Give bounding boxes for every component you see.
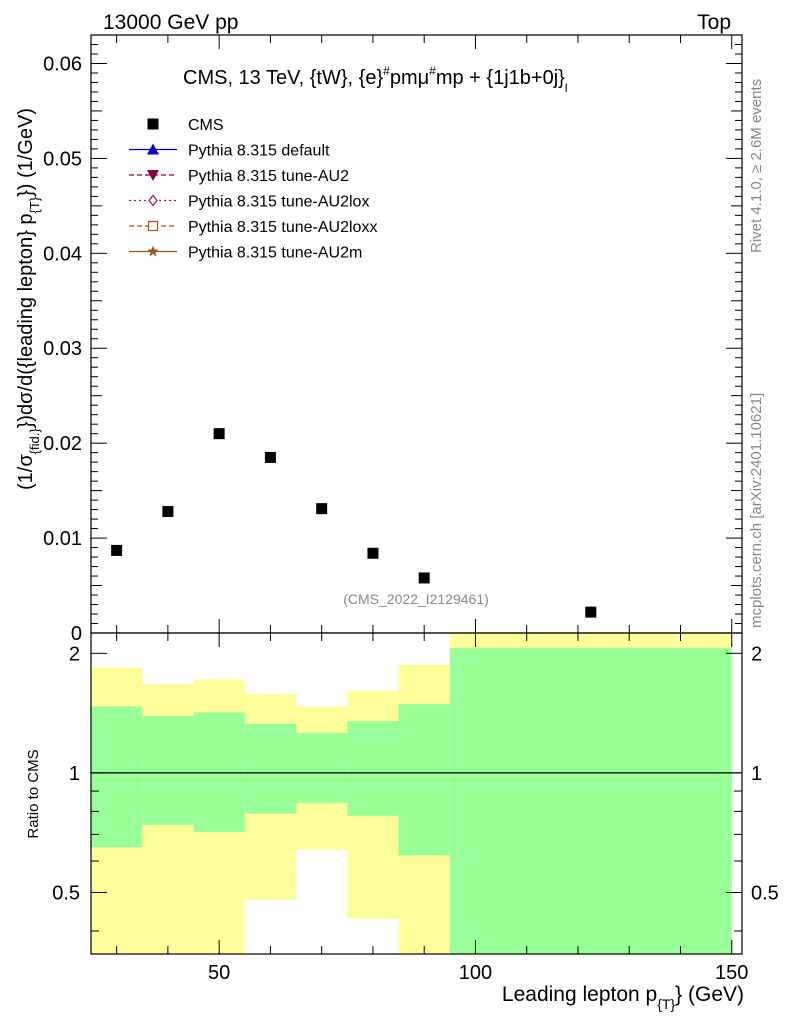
ratio-panel-frame	[90, 632, 743, 955]
main-y-tick-label: 0.05	[43, 148, 82, 170]
title-sup-2: #	[429, 64, 436, 78]
title-tail: mp + {1j1b+0j}	[436, 67, 565, 89]
ylabel-part-a: (1/σ	[15, 454, 37, 490]
legend-marker-triangle-down	[147, 170, 159, 181]
ylabel-part-b: })dσ/d({leading lepton} p	[15, 214, 37, 429]
analysis-watermark: (CMS_2022_I2129461)	[343, 591, 489, 607]
ratio-y-axis-label: Ratio to CMS	[25, 749, 42, 838]
main-y-tick-label: 0	[71, 623, 82, 645]
green-band-bin-2	[193, 712, 245, 832]
ratio-y-tick-label-right: 0.5	[751, 882, 779, 904]
title-sup-1: #	[383, 64, 390, 78]
ylabel-part-c: }) (1/GeV)	[15, 108, 37, 197]
ylabel-sub-a: {fid.}	[27, 428, 42, 455]
legend-entry-4: Pythia 8.315 tune-AU2loxx	[129, 219, 377, 236]
legend-marker-square-open	[147, 220, 159, 232]
x-tick-label: 50	[208, 962, 230, 984]
legend-entry-0: CMS	[147, 117, 224, 134]
legend-marker-star	[147, 245, 159, 257]
x-tick-label: 100	[459, 962, 492, 984]
cms-point-5	[367, 547, 379, 559]
x-axis-label: Leading lepton p{T}} (GeV)	[502, 983, 744, 1012]
xlabel-unit: } (GeV)	[675, 983, 744, 1006]
header-right-label: Top	[697, 11, 731, 34]
xlabel-sub: {T}	[657, 996, 675, 1012]
cms-point-1	[162, 506, 174, 518]
legend-label: Pythia 8.315 tune-AU2m	[188, 245, 362, 262]
cms-point-0	[111, 544, 123, 556]
cms-point-3	[264, 451, 276, 463]
green-band-bin-6	[398, 704, 450, 856]
main-y-tick-label: 0.01	[43, 528, 82, 550]
green-band-bin-1	[142, 716, 194, 825]
green-band-bin-4	[296, 733, 348, 803]
legend-label: Pythia 8.315 tune-AU2loxx	[188, 219, 377, 236]
x-tick-label: 150	[715, 962, 748, 984]
plot-title: CMS, 13 TeV, {tW}, {e}#pmμ#mp + {1j1b+0j…	[183, 64, 568, 95]
legend-entry-2: Pythia 8.315 tune-AU2	[129, 168, 349, 185]
main-y-axis-label: (1/σ{fid.}})dσ/d({leading lepton} p{T}})…	[15, 108, 42, 490]
main-y-tick-label: 0.03	[43, 338, 82, 360]
main-y-tick-label: 0.06	[43, 53, 82, 75]
ratio-y-tick-label-left: 0.5	[52, 882, 80, 904]
cms-point-7	[585, 606, 597, 618]
legend: CMS Pythia 8.315 default Pythia 8.315 tune…	[129, 117, 377, 262]
legend-label: Pythia 8.315 tune-AU2	[188, 168, 349, 185]
cms-point-2	[213, 428, 225, 440]
legend-label: Pythia 8.315 default	[188, 143, 330, 160]
ratio-y-tick-label-left: 1	[69, 763, 80, 785]
ratio-bands	[91, 633, 732, 954]
title-sub: l	[565, 81, 568, 95]
green-band-bin-3	[244, 723, 297, 814]
ylabel-sub-b: {T}	[27, 196, 42, 213]
green-band-bin-7	[449, 648, 732, 954]
green-band-bin-5	[347, 721, 399, 816]
title-mid: pmμ	[390, 67, 429, 89]
title-main: CMS, 13 TeV, {tW}, {e}	[183, 67, 383, 89]
main-y-tick-label: 0.02	[43, 433, 82, 455]
legend-marker-triangle-up	[147, 143, 159, 155]
legend-entry-1: Pythia 8.315 default	[129, 143, 330, 160]
legend-entry-3: Pythia 8.315 tune-AU2lox	[129, 194, 369, 211]
legend-marker-diamond-open	[148, 194, 158, 207]
cms-point-6	[418, 572, 430, 584]
main-y-tick-label: 0.04	[43, 243, 82, 265]
axis-tick-labels: 50 100 150 0 0.01 0.02 0.03 0.04 0.05 0.06 0.5 0.5 1…	[43, 53, 779, 984]
ratio-y-tick-label-right: 2	[751, 643, 762, 665]
cms-data-points	[111, 428, 597, 618]
legend-marker-square	[147, 118, 159, 130]
legend-label: Pythia 8.315 tune-AU2lox	[188, 194, 369, 211]
legend-entry-5: Pythia 8.315 tune-AU2m	[129, 245, 362, 262]
rivet-version-label: Rivet 4.1.0, ≥ 2.6M events	[748, 79, 765, 253]
legend-label: CMS	[188, 117, 224, 134]
ratio-y-tick-label-left: 2	[69, 643, 80, 665]
green-band-bin-0	[91, 706, 143, 848]
xlabel-main: Leading lepton p	[502, 983, 657, 1006]
cms-point-4	[316, 503, 328, 515]
header-left-label: 13000 GeV pp	[103, 11, 238, 34]
mcplots-label: mcplots.cern.ch [arXiv:2401.10621]	[748, 393, 765, 628]
ratio-y-tick-label-right: 1	[751, 763, 762, 785]
